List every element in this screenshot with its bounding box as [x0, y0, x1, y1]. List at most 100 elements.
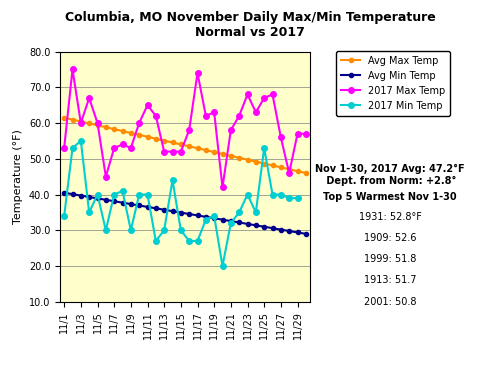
- 2017 Min Temp: [286, 196, 292, 200]
- Text: 1909: 52.6: 1909: 52.6: [364, 233, 416, 243]
- Avg Min Temp: [194, 213, 200, 217]
- Avg Min Temp: [261, 224, 267, 229]
- 2017 Max Temp: [228, 128, 234, 132]
- Avg Min Temp: [153, 206, 159, 210]
- Avg Max Temp: [186, 144, 192, 149]
- 2017 Min Temp: [178, 228, 184, 233]
- Avg Min Temp: [144, 205, 150, 209]
- 2017 Min Temp: [253, 210, 259, 215]
- Avg Max Temp: [244, 158, 250, 162]
- 2017 Min Temp: [161, 228, 167, 233]
- Avg Max Temp: [153, 137, 159, 141]
- Avg Min Temp: [136, 203, 142, 208]
- Line: 2017 Max Temp: 2017 Max Temp: [62, 67, 308, 190]
- 2017 Max Temp: [153, 114, 159, 118]
- 2017 Max Temp: [61, 146, 67, 150]
- Avg Min Temp: [70, 192, 75, 197]
- 2017 Max Temp: [186, 128, 192, 132]
- Avg Min Temp: [111, 199, 117, 204]
- Text: Nov 1-30, 2017 Avg: 47.2°F
 Dept. from Norm: +2.8°: Nov 1-30, 2017 Avg: 47.2°F Dept. from No…: [315, 164, 465, 186]
- Line: 2017 Min Temp: 2017 Min Temp: [62, 138, 300, 269]
- Avg Max Temp: [120, 129, 126, 133]
- 2017 Min Temp: [128, 228, 134, 233]
- Y-axis label: Temperature (°F): Temperature (°F): [13, 129, 23, 224]
- Avg Min Temp: [270, 226, 276, 230]
- 2017 Min Temp: [236, 210, 242, 215]
- 2017 Max Temp: [236, 114, 242, 118]
- Text: 1913: 51.7: 1913: 51.7: [364, 276, 416, 286]
- 2017 Min Temp: [78, 139, 84, 143]
- Avg Min Temp: [294, 230, 300, 235]
- Avg Min Temp: [178, 210, 184, 215]
- Legend: Avg Max Temp, Avg Min Temp, 2017 Max Temp, 2017 Min Temp: Avg Max Temp, Avg Min Temp, 2017 Max Tem…: [336, 52, 450, 116]
- Avg Min Temp: [303, 231, 309, 236]
- Avg Max Temp: [86, 121, 92, 125]
- Avg Max Temp: [261, 161, 267, 166]
- Text: 1999: 51.8: 1999: 51.8: [364, 254, 416, 264]
- Avg Min Temp: [236, 220, 242, 225]
- Text: 1931: 52.8°F: 1931: 52.8°F: [358, 212, 422, 222]
- Avg Min Temp: [253, 223, 259, 227]
- 2017 Max Temp: [278, 135, 284, 139]
- 2017 Max Temp: [244, 92, 250, 97]
- Avg Max Temp: [161, 138, 167, 143]
- Avg Min Temp: [244, 222, 250, 226]
- 2017 Min Temp: [261, 146, 267, 150]
- 2017 Max Temp: [144, 103, 150, 107]
- Avg Min Temp: [278, 227, 284, 232]
- 2017 Max Temp: [194, 71, 200, 75]
- 2017 Min Temp: [244, 192, 250, 197]
- 2017 Min Temp: [270, 192, 276, 197]
- Avg Max Temp: [144, 135, 150, 139]
- 2017 Max Temp: [220, 185, 226, 190]
- Avg Max Temp: [236, 156, 242, 160]
- 2017 Min Temp: [103, 228, 109, 233]
- Avg Min Temp: [286, 229, 292, 233]
- Avg Min Temp: [128, 202, 134, 206]
- 2017 Max Temp: [136, 121, 142, 125]
- 2017 Max Temp: [203, 114, 209, 118]
- Avg Min Temp: [61, 191, 67, 195]
- Avg Max Temp: [78, 119, 84, 124]
- 2017 Max Temp: [294, 131, 300, 136]
- Avg Min Temp: [120, 201, 126, 205]
- Avg Max Temp: [294, 169, 300, 173]
- 2017 Min Temp: [170, 178, 175, 183]
- 2017 Min Temp: [186, 239, 192, 243]
- 2017 Max Temp: [286, 171, 292, 175]
- 2017 Max Temp: [111, 146, 117, 150]
- 2017 Min Temp: [220, 264, 226, 268]
- 2017 Max Temp: [94, 121, 100, 125]
- 2017 Min Temp: [194, 239, 200, 243]
- Avg Max Temp: [178, 142, 184, 146]
- Avg Max Temp: [220, 152, 226, 156]
- Text: Top 5 Warmest Nov 1-30: Top 5 Warmest Nov 1-30: [323, 192, 457, 202]
- 2017 Max Temp: [128, 146, 134, 150]
- 2017 Max Temp: [211, 110, 217, 114]
- Text: Columbia, MO November Daily Max/Min Temperature
Normal vs 2017: Columbia, MO November Daily Max/Min Temp…: [64, 11, 436, 39]
- Avg Min Temp: [228, 219, 234, 223]
- Avg Max Temp: [70, 117, 75, 122]
- 2017 Max Temp: [161, 149, 167, 154]
- Avg Min Temp: [86, 195, 92, 199]
- Text: 2001: 50.8: 2001: 50.8: [364, 297, 416, 307]
- Avg Max Temp: [61, 116, 67, 120]
- Avg Min Temp: [161, 208, 167, 212]
- Avg Min Temp: [78, 193, 84, 198]
- Avg Max Temp: [103, 125, 109, 130]
- 2017 Max Temp: [103, 174, 109, 179]
- 2017 Min Temp: [86, 210, 92, 215]
- Avg Max Temp: [253, 159, 259, 164]
- Avg Max Temp: [228, 154, 234, 158]
- 2017 Min Temp: [203, 217, 209, 222]
- 2017 Max Temp: [270, 92, 276, 97]
- 2017 Min Temp: [228, 221, 234, 225]
- Avg Max Temp: [286, 167, 292, 171]
- 2017 Max Temp: [303, 131, 309, 136]
- Avg Min Temp: [186, 212, 192, 216]
- 2017 Min Temp: [278, 192, 284, 197]
- 2017 Min Temp: [144, 192, 150, 197]
- 2017 Min Temp: [111, 192, 117, 197]
- 2017 Max Temp: [86, 96, 92, 100]
- Avg Min Temp: [170, 209, 175, 213]
